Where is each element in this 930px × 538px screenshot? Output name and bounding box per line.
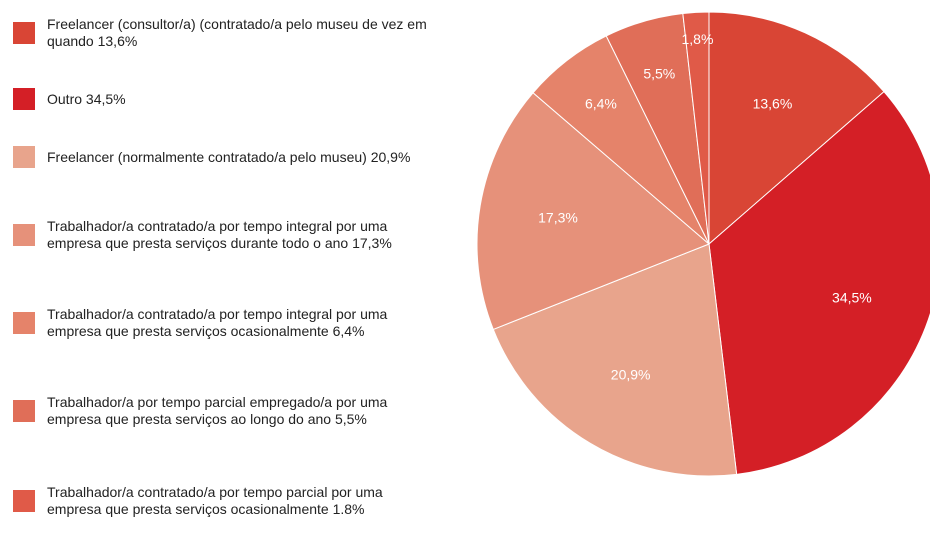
legend-swatch (13, 146, 35, 168)
legend-label: Outro 34,5% (47, 90, 126, 107)
pie-slice (682, 11, 710, 245)
legend-swatch (13, 88, 35, 110)
pie-slice (708, 11, 885, 246)
legend-item: Trabalhador/a contratado/a por tempo int… (13, 218, 439, 252)
legend-item: Outro 34,5% (13, 88, 439, 110)
data-label: 13,6% (753, 95, 793, 111)
pie-slice (492, 243, 738, 477)
legend-swatch (13, 224, 35, 246)
data-label: 20,9% (611, 366, 651, 382)
legend-item: Trabalhador/a por tempo parcial empregad… (13, 394, 439, 428)
legend-item: Freelancer (consultor/a) (contratado/a p… (13, 16, 439, 50)
legend-item: Trabalhador/a contratado/a por tempo par… (13, 484, 439, 518)
data-label: 34,5% (832, 290, 872, 306)
pie-slice (708, 90, 930, 475)
data-label: 17,3% (538, 209, 578, 225)
legend-item: Freelancer (normalmente contratado/a pel… (13, 146, 439, 168)
legend-swatch (13, 490, 35, 512)
legend-swatch (13, 312, 35, 334)
legend-label: Trabalhador/a contratado/a por tempo int… (47, 218, 392, 251)
legend-label: Trabalhador/a por tempo parcial empregad… (47, 394, 388, 427)
data-label: 1,8% (682, 31, 714, 47)
legend-label: Freelancer (consultor/a) (contratado/a p… (47, 16, 427, 49)
legend-swatch (13, 22, 35, 44)
legend-swatch (13, 400, 35, 422)
data-label: 6,4% (585, 95, 617, 111)
legend-label: Trabalhador/a contratado/a por tempo int… (47, 306, 388, 339)
legend-item: Trabalhador/a contratado/a por tempo int… (13, 306, 439, 340)
data-label: 5,5% (643, 66, 675, 82)
legend-label: Trabalhador/a contratado/a por tempo par… (47, 484, 383, 517)
pie-slice (476, 92, 710, 331)
legend-label: Freelancer (normalmente contratado/a pel… (47, 148, 411, 165)
